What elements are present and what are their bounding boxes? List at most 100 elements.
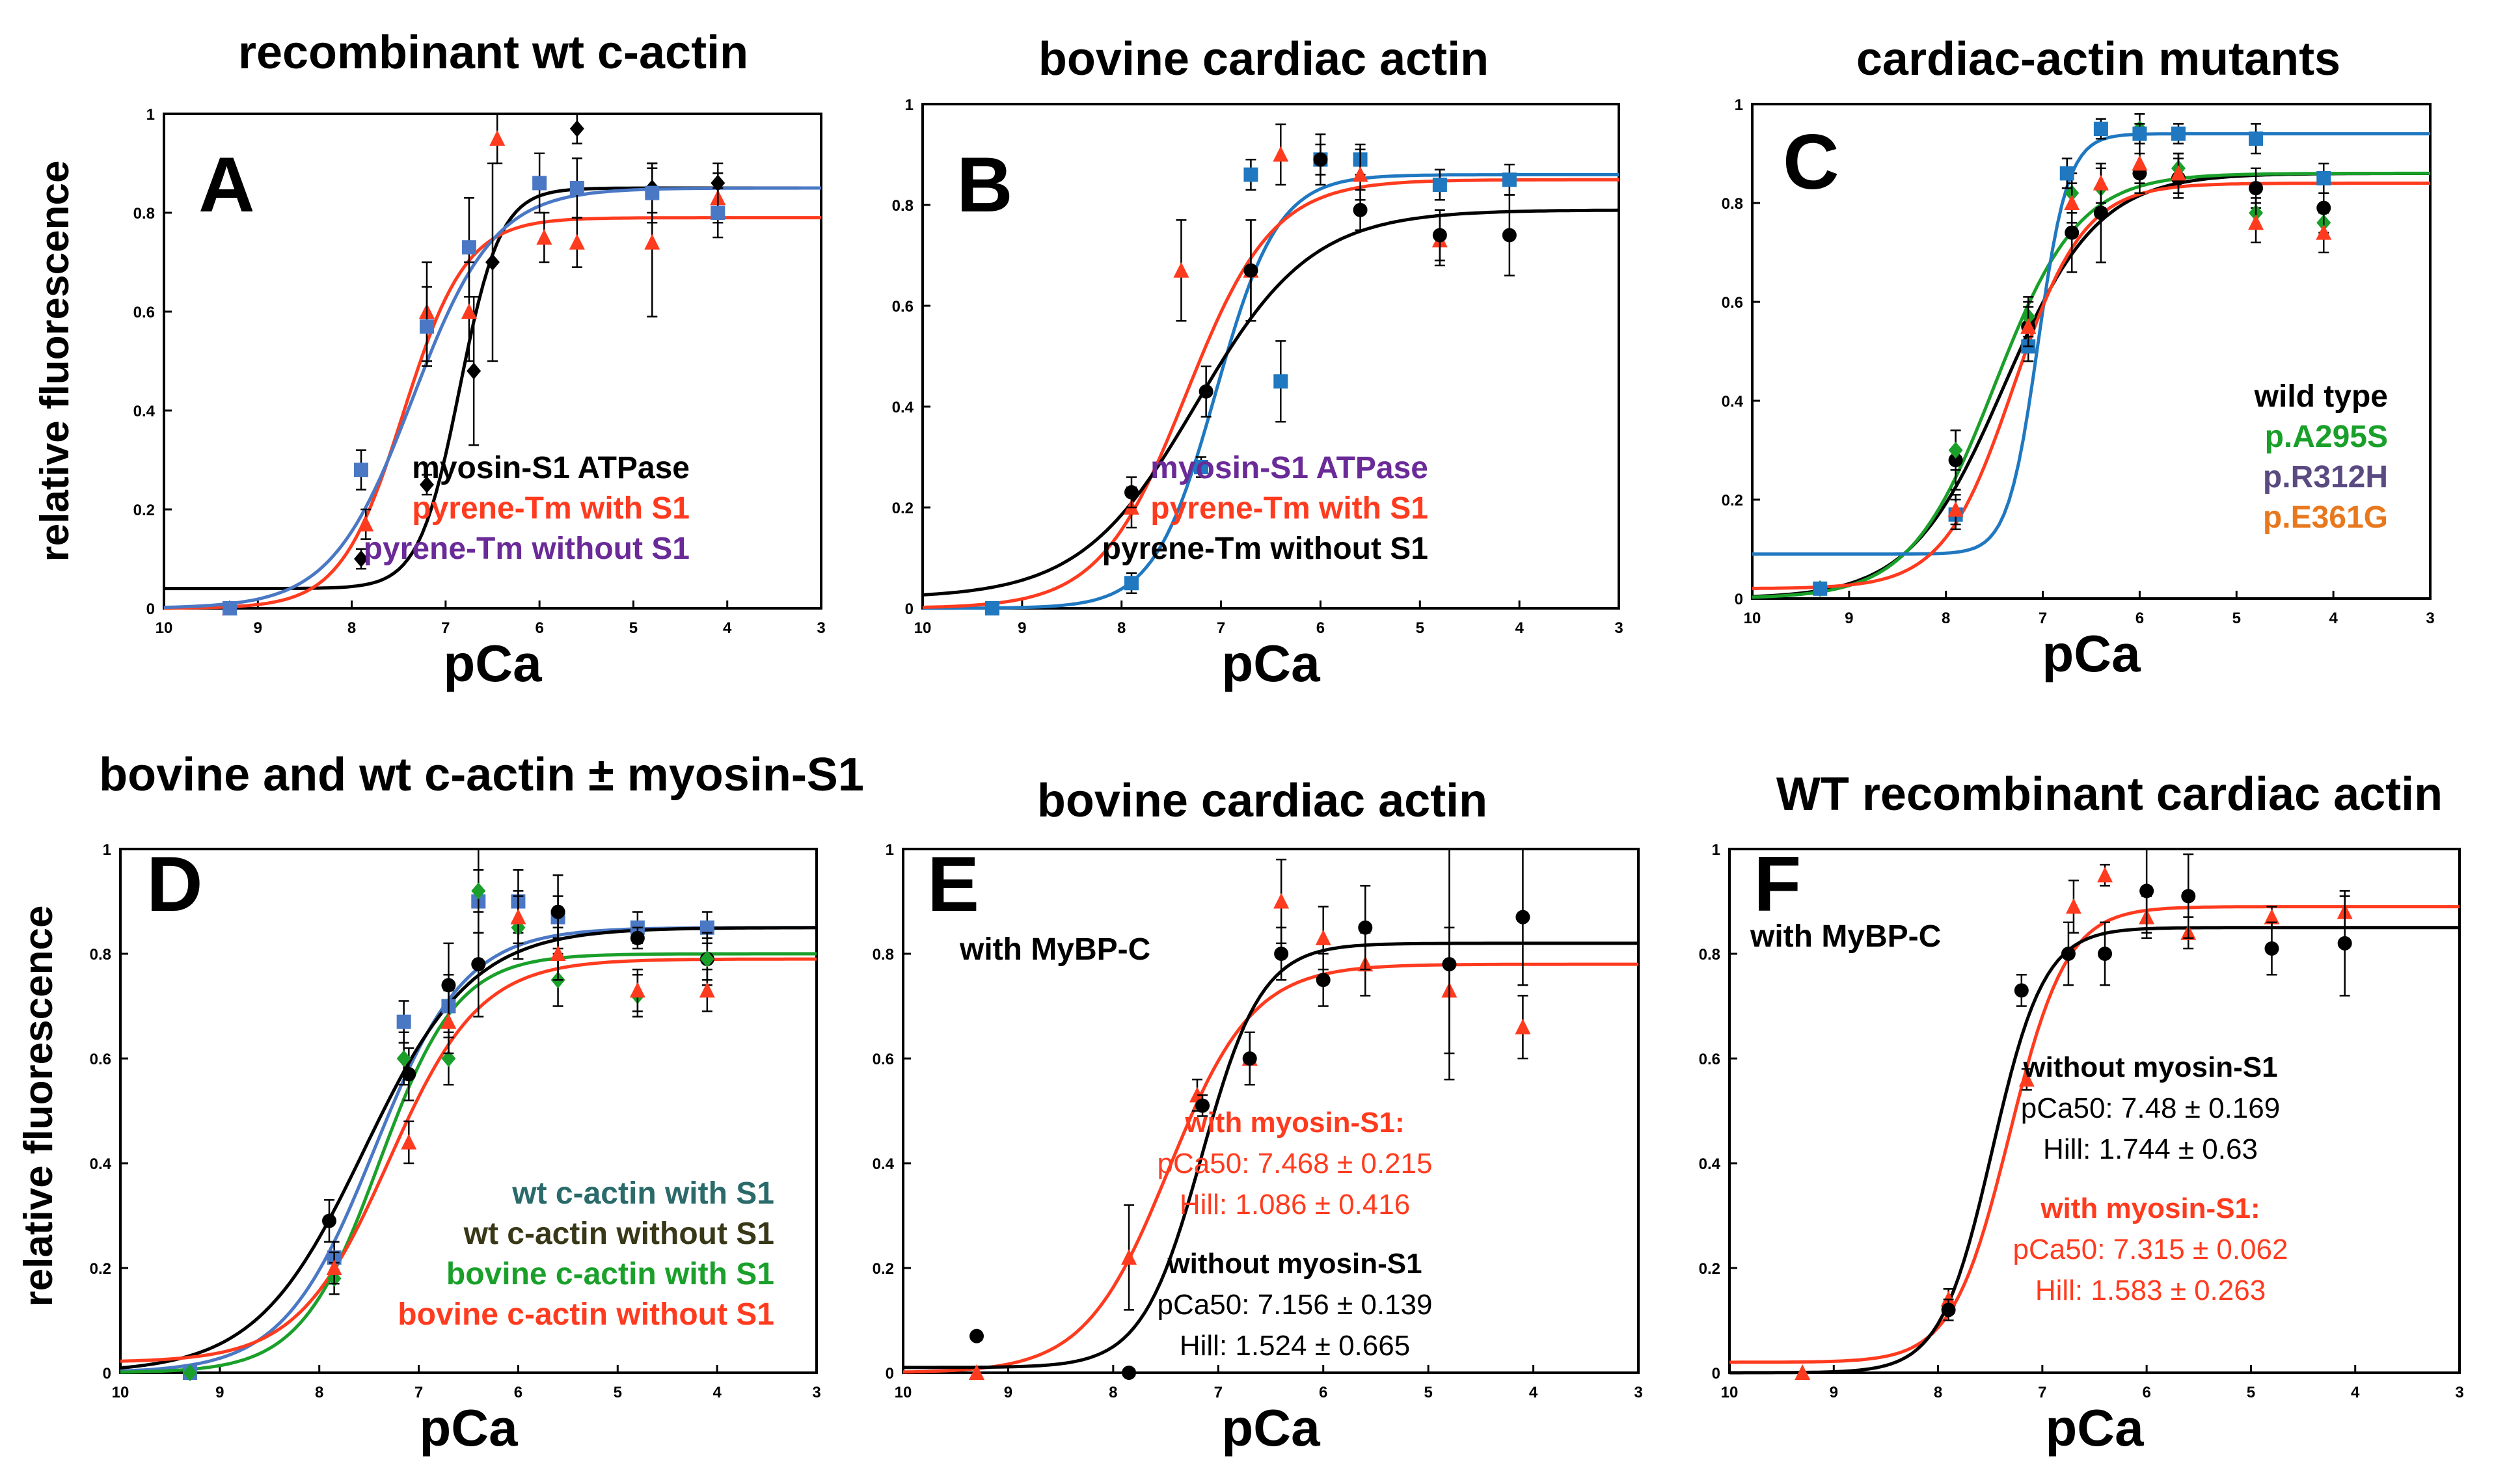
y-tick-label: 0.2: [873, 1260, 894, 1278]
stats-line: pCa50: 7.315 ± 0.062: [2013, 1234, 2288, 1265]
data-point: [969, 1364, 984, 1380]
x-tick-label: 4: [1529, 1384, 1538, 1401]
panel-title: recombinant wt c-actin: [238, 27, 748, 79]
data-point: [2132, 126, 2147, 141]
fit-curve-1: [1729, 926, 2460, 1375]
data-point: [2170, 165, 2186, 181]
data-point: [358, 515, 374, 532]
data-point: [1515, 1018, 1531, 1034]
y-axis-label: relative fluorescence: [33, 161, 77, 562]
panel-letter: E: [927, 841, 979, 928]
data-point: [1352, 166, 1368, 182]
data-point: [1948, 442, 1963, 459]
data-point: [326, 1260, 342, 1275]
panel-c: cardiac-actin mutants 10 9 8 7 6 5 4 3 0 0.2 0.4 0.6…: [1722, 33, 2435, 682]
data-point: [645, 185, 660, 200]
x-tick-label: 9: [215, 1384, 224, 1401]
y-tick-label: 1: [1712, 841, 1720, 859]
data-point: [420, 476, 434, 493]
y-tick-label: 0: [103, 1365, 111, 1383]
y-tick-label: 0.4: [1722, 393, 1744, 411]
x-tick-label: 5: [629, 619, 638, 637]
fit-curve-2: [1752, 132, 2430, 556]
legend-entry: pyrene-Tm with S1: [412, 491, 690, 526]
stats-line: Hill: 1.744 ± 0.63: [2043, 1133, 2258, 1165]
data-point: [985, 601, 999, 615]
data-point: [183, 1364, 197, 1381]
data-point: [510, 908, 526, 924]
x-tick-label: 9: [1830, 1384, 1838, 1401]
data-point: [471, 882, 486, 900]
panel-title: bovine cardiac actin: [1038, 33, 1489, 85]
x-tick-label: 10: [112, 1384, 129, 1401]
data-point: [2316, 224, 2332, 240]
data-point: [1273, 374, 1288, 389]
data-point: [550, 904, 565, 919]
panel-letter: B: [956, 141, 1013, 228]
legend-entry: pyrene-Tm without S1: [1102, 532, 1428, 566]
series-3: [326, 890, 715, 1285]
data-point: [485, 254, 500, 271]
x-tick-label: 9: [1845, 610, 1853, 627]
series-2: [223, 152, 725, 615]
panel-f: WT recombinant cardiac actin 10 9 8 7 6 5 4 3 0 0.…: [1699, 768, 2464, 1457]
x-tick-label: 10: [156, 619, 173, 637]
data-point: [1199, 384, 1213, 399]
x-tick-label: 7: [1214, 1384, 1223, 1401]
y-tick-label: 0.6: [1722, 294, 1743, 312]
data-point: [569, 234, 585, 250]
y-tick-label: 0.4: [133, 403, 156, 420]
x-tick-label: 3: [2426, 610, 2434, 627]
y-tick-label: 0: [886, 1365, 894, 1383]
data-point: [1515, 910, 1530, 924]
stats-line: pCa50: 7.468 ± 0.215: [1158, 1148, 1433, 1180]
fit-curve-2: [922, 208, 1620, 597]
data-point: [1432, 178, 1447, 192]
data-point: [550, 945, 566, 961]
y-tick-label: 0: [146, 600, 155, 618]
data-point: [1124, 485, 1139, 500]
data-point: [2337, 936, 2352, 951]
data-point: [699, 951, 714, 968]
y-tick-label: 0.6: [892, 298, 914, 316]
data-point: [1358, 920, 1373, 935]
panel-title: bovine and wt c-actin ± myosin-S1: [99, 749, 864, 801]
x-axis-label: pCa: [2042, 625, 2141, 682]
data-point: [2171, 126, 2186, 141]
x-tick-label: 4: [2329, 610, 2338, 627]
y-axis-label: relative fluorescence: [16, 906, 61, 1307]
data-point: [2093, 206, 2108, 221]
x-tick-label: 6: [2135, 610, 2144, 627]
y-tick-label: 0.4: [90, 1155, 112, 1173]
y-tick-label: 0.4: [873, 1155, 895, 1173]
legend-entry: wt c-actin with S1: [511, 1176, 774, 1211]
y-tick-label: 0.8: [892, 197, 914, 215]
y-tick-label: 0.8: [873, 946, 894, 964]
x-tick-label: 8: [1934, 1384, 1942, 1401]
x-tick-label: 8: [347, 619, 356, 637]
plot-frame: [902, 848, 1640, 1374]
y-tick-label: 0.6: [133, 304, 155, 321]
data-point: [1432, 228, 1447, 243]
stats-line: Hill: 1.583 ± 0.263: [2035, 1275, 2266, 1306]
legend-entry: pyrene-Tm without S1: [364, 532, 690, 566]
x-tick-label: 3: [1614, 619, 1623, 637]
panel-letter: D: [146, 841, 203, 928]
y-tick-label: 0: [1735, 591, 1743, 608]
series-1: [222, 113, 726, 615]
y-tick-label: 1: [905, 96, 914, 114]
data-point: [2249, 131, 2264, 146]
data-point: [1273, 893, 1290, 909]
panel-subtitle: with MyBP-C: [1750, 919, 1941, 954]
y-tick-label: 0.8: [90, 946, 111, 964]
legend-entry: myosin-S1 ATPase: [412, 451, 690, 485]
x-tick-label: 9: [254, 619, 262, 637]
data-point: [711, 206, 725, 220]
legend-entry: pyrene-Tm with S1: [1150, 491, 1428, 526]
data-point: [532, 176, 547, 191]
x-axis-label: pCa: [443, 634, 542, 692]
data-point: [630, 930, 645, 945]
data-point: [2181, 889, 2196, 904]
data-point: [2097, 867, 2113, 883]
